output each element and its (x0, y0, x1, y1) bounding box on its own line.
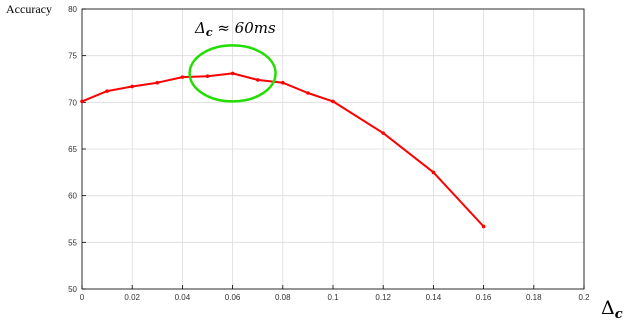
data-point (230, 71, 235, 76)
y-tick-label: 55 (68, 238, 77, 247)
data-point (281, 80, 285, 85)
y-tick-label: 70 (68, 98, 77, 107)
x-axis-ticks: 0 0.02 0.04 0.06 0.08 0.1 0.12 0.14 0.16 0.18 0.2 (80, 285, 590, 302)
x-tick-label: 0.14 (426, 293, 442, 302)
data-point (130, 84, 134, 89)
data-point (155, 80, 160, 85)
data-point (306, 91, 310, 95)
x-tick-label: 0.06 (225, 293, 241, 302)
data-point (381, 131, 386, 135)
data-point (105, 89, 109, 93)
data-point (205, 74, 210, 78)
y-tick-label: 75 (68, 52, 77, 61)
y-tick-label: 65 (68, 145, 77, 154)
data-point (255, 78, 260, 82)
data-point (481, 224, 486, 229)
x-tick-label: 0.1 (327, 293, 339, 302)
y-tick-label: 60 (68, 192, 77, 201)
annotation-subscript: c (206, 26, 213, 39)
x-axis-label-subscript: c (615, 307, 623, 322)
x-tick-label: 0.02 (124, 293, 140, 302)
data-point (180, 75, 185, 79)
x-tick-label: 0.08 (275, 293, 291, 302)
series-line (81, 72, 485, 228)
x-axis-label-symbol: Δ (601, 297, 615, 319)
x-tick-label: 0.18 (526, 293, 542, 302)
x-axis-label: Δc (601, 297, 623, 322)
x-tick-label: 0.2 (578, 293, 590, 302)
x-tick-label: 0.12 (375, 293, 391, 302)
series-group (80, 71, 486, 229)
x-tick-label: 0 (80, 293, 85, 302)
y-axis-ticks: 50 55 60 65 70 75 80 (68, 5, 86, 294)
data-point (80, 99, 84, 104)
y-tick-label: 50 (68, 285, 77, 294)
y-axis-label: Accuracy (6, 2, 52, 16)
data-point (431, 170, 436, 175)
data-point (331, 99, 335, 104)
grid (81, 8, 585, 290)
highlight-ellipse (188, 44, 277, 103)
annotation-text: ≈ 60ms (213, 19, 276, 37)
annotation-label: Δc ≈ 60ms (194, 19, 276, 39)
x-tick-label: 0.16 (476, 293, 492, 302)
x-tick-label: 0.04 (175, 293, 191, 302)
y-tick-label: 80 (68, 5, 77, 14)
annotation-symbol: Δ (194, 19, 206, 37)
